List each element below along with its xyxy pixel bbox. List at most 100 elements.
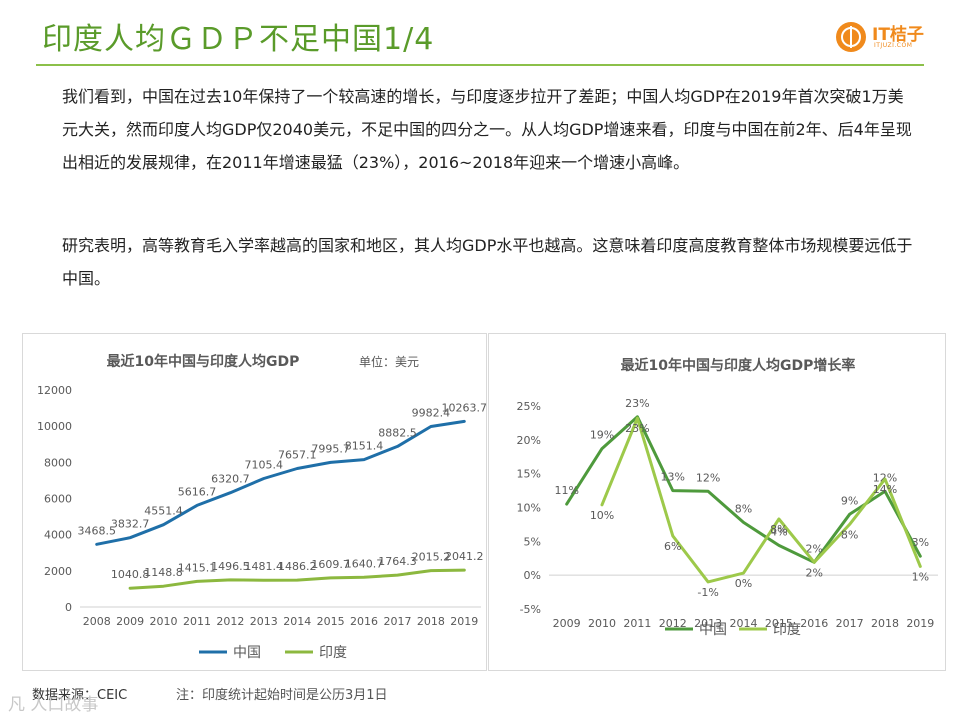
legend-label: 中国 <box>699 622 727 638</box>
x-tick-label: 2010 <box>150 615 178 628</box>
chart-unit-label: 单位：美元 <box>359 354 419 369</box>
intro-paragraph: 我们看到，中国在过去10年保持了一个较高速的增长，与印度逐步拉开了差距；中国人均… <box>62 87 912 172</box>
x-tick-label: 2008 <box>83 615 111 628</box>
data-label: 1609.7 <box>311 558 350 571</box>
data-label: 3468.5 <box>77 524 116 537</box>
series-line-china <box>95 419 466 546</box>
data-label: 2041.2 <box>445 550 484 563</box>
y-tick-label: 10% <box>517 502 541 515</box>
series-line-india <box>600 416 922 584</box>
chart-title: 最近10年中国与印度人均GDP增长率 <box>621 357 856 374</box>
data-label: 1640.7 <box>345 557 384 570</box>
y-tick-label: 2000 <box>44 565 72 578</box>
data-label: 3% <box>912 536 929 549</box>
data-label: 8% <box>770 523 787 536</box>
gdp-chart-panel: 最近10年中国与印度人均GDP 单位：美元 0 2000 4000 6000 8000 100… <box>22 333 487 671</box>
data-label: 6320.7 <box>211 473 250 486</box>
data-label: 9982.4 <box>412 406 451 419</box>
x-tick-label: 2010 <box>588 617 616 630</box>
y-tick-label: 5% <box>524 535 541 548</box>
y-tick-label: 4000 <box>44 529 72 542</box>
data-label: 8% <box>735 502 752 515</box>
data-label: -1% <box>697 586 718 599</box>
series-line-india <box>128 568 466 590</box>
data-label: 1481.4 <box>245 560 284 573</box>
data-label: 7105.4 <box>245 459 284 472</box>
data-label: 1% <box>912 570 929 583</box>
legend-label: 印度 <box>319 645 347 661</box>
legend-label: 印度 <box>773 622 801 638</box>
watermark: 凡 人口故事 <box>8 695 99 715</box>
data-label: 5616.7 <box>178 485 217 498</box>
data-label: 1148.8 <box>144 566 183 579</box>
data-label: 10% <box>590 509 614 522</box>
legend-label: 中国 <box>233 645 261 661</box>
x-tick-label: 2019 <box>906 617 934 630</box>
data-label: 11% <box>554 484 578 497</box>
x-tick-label: 2012 <box>216 615 244 628</box>
conclusion-paragraph: 研究表明，高等教育毛入学率越高的国家和地区，其人均GDP水平也越高。这意味着印度… <box>62 236 913 288</box>
data-label: 23% <box>625 422 649 435</box>
data-label: 2015.2 <box>412 551 451 564</box>
x-tick-label: 2013 <box>250 615 278 628</box>
brand-logo: IT桔子 ITJUZI.COM <box>836 20 932 56</box>
data-label: 1764.3 <box>378 555 417 568</box>
x-tick-label: 2015 <box>765 617 793 630</box>
data-label: 8% <box>841 528 858 541</box>
footnote: 注：印度统计起始时间是公历3月1日 <box>176 688 388 703</box>
data-label: 8151.4 <box>345 440 384 453</box>
data-label: 9% <box>841 494 858 507</box>
data-label: 19% <box>590 429 614 442</box>
x-tick-label: 2012 <box>659 617 687 630</box>
x-tick-label: 2019 <box>450 615 478 628</box>
data-label: 6% <box>664 540 681 553</box>
growth-chart-panel: 最近10年中国与印度人均GDP增长率 -5% 0% 5% 10% 15% 20% 25% 200… <box>488 333 946 671</box>
chart-title: 最近10年中国与印度人均GDP <box>107 353 300 370</box>
y-tick-label: 8000 <box>44 456 72 469</box>
data-label: 4% <box>770 525 787 538</box>
x-tick-label: 2018 <box>417 615 445 628</box>
title-divider <box>36 64 924 66</box>
x-tick-label: 2011 <box>183 615 211 628</box>
data-label: 10263.7 <box>442 401 488 414</box>
logo-subtitle: ITJUZI.COM <box>874 42 913 49</box>
x-tick-label: 2009 <box>553 617 581 630</box>
data-label: 1415.1 <box>178 561 217 574</box>
data-label: 12% <box>696 471 720 484</box>
x-tick-label: 2016 <box>350 615 378 628</box>
x-tick-label: 2009 <box>116 615 144 628</box>
y-tick-label: 10000 <box>37 420 72 433</box>
data-label: 2% <box>806 542 823 555</box>
data-label: 2% <box>806 566 823 579</box>
x-tick-label: 2015 <box>317 615 345 628</box>
data-label: 23% <box>625 397 649 410</box>
page-title: 印度人均ＧＤＰ不足中国1/4 <box>42 22 435 57</box>
series-line-china <box>565 415 922 564</box>
gdp-chart: 最近10年中国与印度人均GDP 单位：美元 0 2000 4000 6000 8000 100… <box>37 353 488 661</box>
logo-name: IT桔子 <box>872 25 924 45</box>
orange-slice-icon <box>836 22 866 52</box>
growth-chart: 最近10年中国与印度人均GDP增长率 -5% 0% 5% 10% 15% 20% 25% 200… <box>517 357 938 638</box>
data-label: 4551.4 <box>144 505 183 518</box>
y-tick-label: 0 <box>65 601 72 614</box>
x-tick-label: 2017 <box>836 617 864 630</box>
y-tick-label: 25% <box>517 400 541 413</box>
y-tick-label: 20% <box>517 434 541 447</box>
data-label: 13% <box>661 471 685 484</box>
data-label: 0% <box>735 577 752 590</box>
data-label: 1040.8 <box>111 568 150 581</box>
x-tick-label: 2016 <box>800 617 828 630</box>
y-tick-label: 0% <box>524 569 541 582</box>
data-label: 7995.7 <box>311 442 350 455</box>
x-tick-label: 2013 <box>694 617 722 630</box>
data-label: 1496.5 <box>211 560 250 573</box>
x-tick-label: 2018 <box>871 617 899 630</box>
y-tick-label: -5% <box>520 603 541 616</box>
data-label: 1486.2 <box>278 560 317 573</box>
x-tick-label: 2017 <box>383 615 411 628</box>
data-label: 14% <box>873 483 897 496</box>
data-label: 8882.5 <box>378 426 417 439</box>
y-tick-label: 15% <box>517 468 541 481</box>
y-tick-label: 12000 <box>37 384 72 397</box>
data-source: 数据来源：CEIC <box>32 688 128 703</box>
